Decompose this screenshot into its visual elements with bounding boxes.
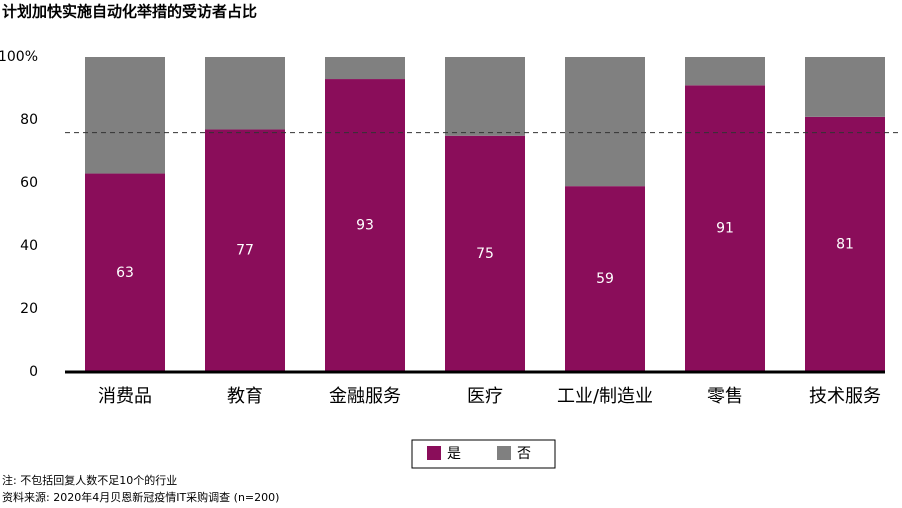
data-label: 77	[236, 243, 254, 259]
legend-label: 是	[447, 446, 461, 462]
data-label: 75	[476, 246, 494, 262]
bar-segment	[205, 57, 285, 130]
x-tick-label: 教育	[227, 386, 263, 407]
y-tick-label: 60	[20, 175, 38, 191]
y-tick-label: 80	[20, 112, 38, 128]
bar-segment	[805, 57, 885, 117]
y-tick-label: 100%	[0, 49, 38, 65]
note: 注: 不包括回复人数不足10个的行业	[2, 473, 177, 487]
bar-segment	[325, 79, 405, 373]
x-tick-label: 零售	[707, 386, 743, 407]
bar-segment	[445, 57, 525, 136]
x-tick-label: 医疗	[467, 386, 503, 407]
source: 资料来源: 2020年4月贝恩新冠疫情IT采购调查 (n=200)	[2, 490, 279, 504]
bar-segment	[85, 57, 165, 174]
legend-label: 否	[517, 446, 531, 462]
bar-segment	[805, 116, 885, 372]
bar-segment	[85, 173, 165, 372]
y-tick-label: 40	[20, 238, 38, 254]
bar-segment	[205, 129, 285, 372]
data-label: 91	[716, 221, 734, 237]
data-label: 63	[116, 265, 134, 281]
bar-segment	[685, 85, 765, 372]
bar-segment	[445, 135, 525, 372]
y-tick-label: 20	[20, 301, 38, 317]
data-label: 81	[836, 236, 854, 252]
bar-segment	[565, 186, 645, 372]
x-tick-label: 金融服务	[329, 386, 401, 407]
x-tick-label: 消费品	[98, 386, 152, 407]
data-label: 59	[596, 271, 614, 287]
bar-segment	[565, 57, 645, 187]
x-tick-label: 技术服务	[809, 386, 881, 407]
bar-segment	[325, 57, 405, 80]
bar-segment	[685, 57, 765, 86]
legend-swatch	[497, 446, 511, 460]
chart-title: 计划加快实施自动化举措的受访者占比	[2, 3, 257, 21]
y-tick-label: 0	[29, 364, 38, 380]
legend-swatch	[427, 446, 441, 460]
data-label: 93	[356, 218, 374, 234]
x-tick-label: 工业/制造业	[557, 386, 653, 407]
